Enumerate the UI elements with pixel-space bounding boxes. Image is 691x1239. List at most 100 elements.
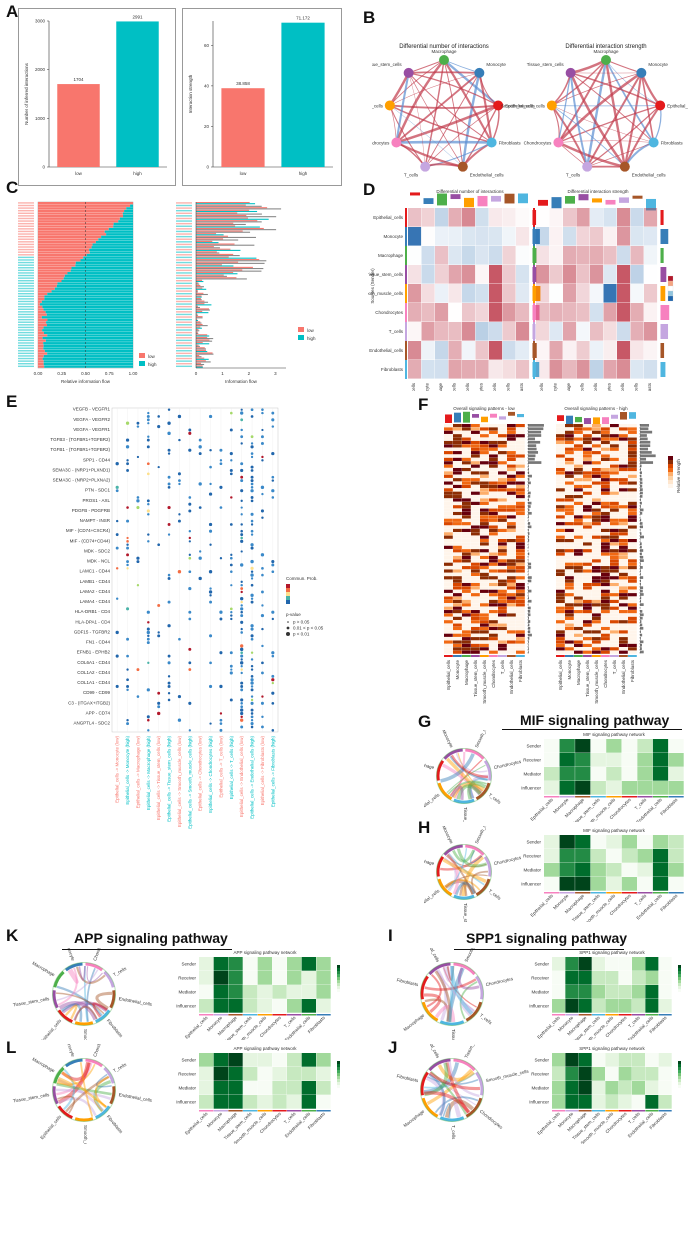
edge	[558, 104, 661, 144]
pathway-label	[176, 280, 192, 282]
heatmap-cell	[507, 552, 516, 556]
flow-bar-high	[196, 340, 213, 342]
role-cell	[552, 1081, 566, 1095]
heatmap-cell	[502, 265, 516, 284]
chord-arc	[74, 1117, 94, 1122]
bubble	[240, 725, 244, 729]
heatmap-cell	[444, 603, 453, 607]
heatmap-cell	[453, 647, 462, 651]
col-label: Epithelial_cells	[558, 659, 563, 690]
role-cell	[590, 767, 606, 781]
heatmap-cell	[444, 505, 453, 509]
flow-bar-high	[51, 290, 133, 293]
bubble	[188, 448, 192, 452]
heatmap-cell	[444, 596, 453, 600]
row-bar	[528, 437, 536, 441]
heatmap-cell	[422, 227, 435, 246]
row-bar	[640, 532, 642, 535]
top-bar	[490, 413, 497, 418]
row-bar	[528, 495, 531, 498]
heatmap-cell	[471, 650, 480, 654]
heatmap-cell	[556, 484, 565, 489]
bubble	[126, 637, 129, 641]
role-row-label: Mediator	[531, 990, 549, 995]
row-bar	[528, 440, 541, 444]
chord-label: T_cells	[112, 1062, 127, 1074]
heatmap-cell	[480, 430, 489, 434]
heatmap-cell	[619, 447, 628, 451]
heatmap-cell	[507, 576, 516, 580]
col-label: Macrophage	[566, 383, 571, 391]
role-cell	[637, 849, 653, 863]
heatmap-cell	[480, 454, 489, 458]
flow-bar-low	[38, 272, 68, 275]
bubble	[230, 459, 233, 462]
pathway-label	[18, 225, 34, 227]
chord-ribbon	[63, 1069, 76, 1111]
heatmap-cell	[583, 467, 592, 472]
flow-bar-low	[38, 321, 47, 324]
heatmap-cell	[471, 549, 480, 553]
heatmap-cell	[583, 630, 592, 634]
flow-bar-low	[196, 269, 243, 271]
heatmap-cell	[498, 440, 507, 445]
heatmap-cell	[471, 424, 480, 428]
bubble	[230, 556, 233, 560]
edge	[551, 59, 607, 107]
chord-ribbon	[428, 1073, 446, 1116]
chord-arc	[74, 1021, 94, 1026]
heatmap-cell	[471, 498, 480, 502]
role-cell	[272, 985, 287, 999]
chord-label: T_cells	[488, 888, 503, 901]
row-label: Smooth_muscle_cells	[368, 291, 404, 296]
heatmap-cell	[556, 461, 565, 465]
heatmap-cell	[583, 566, 592, 570]
heatmap-cell	[516, 576, 525, 580]
heatmap-cell	[502, 341, 516, 360]
chord-ribbon	[58, 1001, 98, 1021]
x-tick-label: Epithelial_cells -> Macrophage (high)	[146, 736, 151, 811]
heatmap-cell	[628, 539, 637, 543]
heatmap-cell	[462, 640, 471, 644]
top-bar	[593, 417, 600, 425]
pathway-label	[18, 292, 34, 295]
y-tick-label: 0	[42, 165, 45, 170]
pathway-label	[18, 285, 34, 287]
flow-bar-high	[196, 229, 277, 231]
top-bar	[619, 197, 629, 203]
chord-label: Monocyte	[441, 730, 454, 749]
chord-arc	[475, 878, 491, 897]
role-cell	[668, 835, 684, 849]
bubble	[250, 712, 254, 715]
heatmap-cell	[480, 613, 489, 617]
heatmap-cell	[628, 515, 637, 519]
pathway-label	[176, 326, 192, 329]
role-cell	[578, 957, 592, 971]
legend-swatch	[337, 1061, 340, 1064]
heatmap-cell	[462, 616, 471, 620]
heatmap-cell	[583, 569, 592, 573]
bubble	[240, 627, 243, 631]
heatmap-cell	[462, 549, 471, 553]
heatmap-cell	[408, 360, 422, 379]
heatmap-cell	[444, 650, 453, 654]
heatmap-cell	[628, 471, 637, 475]
heatmap-cell	[444, 481, 453, 485]
legend-swatch	[337, 1076, 340, 1079]
role-cell	[658, 957, 672, 971]
heatmap-cell	[516, 555, 525, 560]
top-bar	[463, 411, 470, 423]
heatmap-cell	[516, 515, 525, 519]
pathway-label	[18, 243, 34, 246]
chord-arc	[421, 1097, 439, 1118]
bubble	[250, 583, 254, 587]
flow-bar-low	[38, 261, 76, 264]
role-cell	[316, 1081, 331, 1095]
chord-label: Chondrocytes	[92, 948, 106, 961]
legend-swatch	[139, 353, 145, 358]
col-color-strip	[621, 796, 638, 798]
col-label: T_cells	[500, 659, 505, 674]
flow-bar-low	[38, 303, 40, 306]
heatmap-cell	[471, 603, 480, 607]
heatmap-cell	[583, 539, 592, 543]
